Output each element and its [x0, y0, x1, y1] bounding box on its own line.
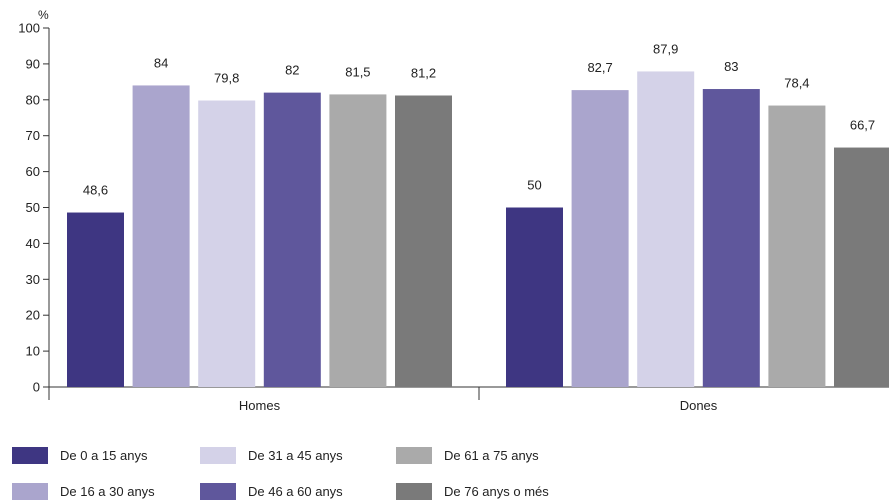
y-tick-label: 10	[26, 344, 40, 359]
legend-swatch	[200, 446, 236, 464]
legend-label: De 31 a 45 anys	[248, 447, 343, 463]
legend-swatch	[396, 482, 432, 500]
legend-item: De 76 anys o més	[396, 482, 549, 500]
data-label: 66,7	[850, 118, 875, 133]
legend-swatch	[396, 446, 432, 464]
legend-item: De 31 a 45 anys	[200, 446, 343, 464]
y-tick-label: 80	[26, 92, 40, 107]
bar	[637, 71, 695, 388]
legend-label: De 16 a 30 anys	[60, 483, 155, 499]
y-tick-label: 100	[18, 21, 40, 36]
bar	[198, 100, 256, 387]
data-label: 48,6	[83, 183, 108, 198]
legend-label: De 0 a 15 anys	[60, 447, 148, 463]
legend: De 0 a 15 anys De 16 a 30 anys De 31 a 45 …	[12, 446, 612, 500]
legend-item: De 61 a 75 anys	[396, 446, 539, 464]
x-category-label: Dones	[680, 398, 718, 413]
bars	[67, 71, 889, 388]
bar-chart: % 0 10 20 30 40 50 60 70 80 90 100 Homes Dones 48,6 8…	[18, 8, 889, 413]
legend-swatch	[12, 446, 48, 464]
legend-swatch	[12, 482, 48, 500]
x-category-label: Homes	[239, 398, 281, 413]
bar	[329, 94, 387, 387]
data-label: 82,7	[587, 60, 612, 75]
data-label: 83	[724, 59, 738, 74]
data-label: 87,9	[653, 41, 678, 56]
y-tick-label: 30	[26, 272, 40, 287]
bar	[768, 105, 826, 387]
y-tick-label: 50	[26, 200, 40, 215]
legend-label: De 46 a 60 anys	[248, 483, 343, 499]
y-tick-label: 0	[33, 380, 40, 395]
data-label: 78,4	[784, 76, 809, 91]
y-tick-label: 40	[26, 236, 40, 251]
data-label: 79,8	[214, 71, 239, 86]
y-axis-unit-label: %	[38, 8, 49, 22]
bar	[571, 90, 629, 388]
bar	[834, 147, 889, 387]
y-tick-label: 70	[26, 128, 40, 143]
legend-swatch	[200, 482, 236, 500]
y-tick-label: 90	[26, 56, 40, 71]
bar	[702, 89, 760, 387]
y-tick-label: 20	[26, 308, 40, 323]
bar	[395, 95, 452, 387]
data-label: 50	[527, 178, 541, 193]
legend-item: De 0 a 15 anys	[12, 446, 147, 464]
data-label: 82	[285, 63, 299, 78]
bar	[67, 212, 124, 387]
data-label: 84	[154, 55, 168, 70]
data-label: 81,5	[345, 64, 370, 79]
data-labels: 48,6 84 79,8 82 81,5 81,2 50 82,7 87,9 83 78,4 66,7	[83, 41, 875, 197]
bar	[263, 92, 321, 388]
legend-label: De 76 anys o més	[444, 483, 549, 499]
bar	[506, 207, 563, 387]
data-label: 81,2	[411, 65, 436, 80]
legend-label: De 61 a 75 anys	[444, 447, 539, 463]
bar	[132, 85, 190, 387]
y-tick-label: 60	[26, 164, 40, 179]
legend-item: De 46 a 60 anys	[200, 482, 343, 500]
legend-item: De 16 a 30 anys	[12, 482, 155, 500]
